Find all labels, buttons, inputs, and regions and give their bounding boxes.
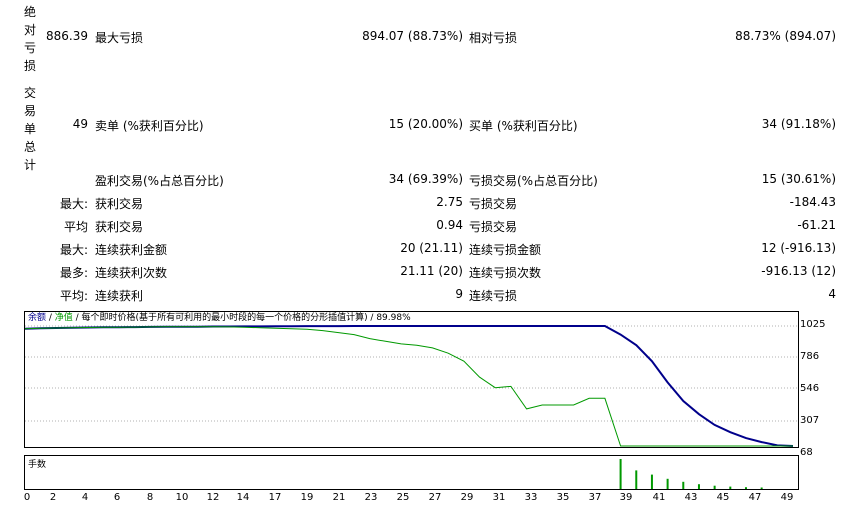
avg-consec-prefix: 平均:	[59, 289, 88, 303]
trades-section-label: 交易单总计	[23, 86, 36, 172]
x-tick-label: 43	[684, 492, 698, 503]
largest-loss-value: -184.43	[789, 195, 836, 209]
x-tick-label: 12	[206, 492, 220, 503]
balance-chart-frame	[24, 311, 799, 448]
y-tick-label: 1025	[800, 319, 826, 330]
long-positions-value: 34 (91.18%)	[761, 117, 836, 131]
drawdown-section-label: 绝对亏损	[23, 5, 36, 73]
largest-profit-value: 2.75	[436, 195, 463, 209]
x-tick-label: 31	[492, 492, 506, 503]
absolute-drawdown-value: 886.39	[46, 29, 88, 43]
total-trades-value: 49	[72, 117, 88, 131]
max-consec-losses-count-label: 连续亏损次数	[469, 266, 542, 280]
legend-description: / 每个即时价格(基于所有可利用的最小时段的每一个价格的分形插值计算) / 89…	[72, 313, 411, 323]
max-drawdown-value: 894.07 (88.73%)	[362, 29, 463, 43]
equity-line	[25, 326, 793, 447]
avg-consec-wins-value: 9	[455, 287, 463, 301]
x-tick-label: 17	[268, 492, 282, 503]
max-consec-wins-amount-label: 连续获利金额	[95, 243, 168, 257]
average-prefix: 平均	[63, 220, 88, 234]
average-profit-label: 获利交易	[95, 220, 144, 234]
relative-drawdown-label: 相对亏损	[469, 31, 518, 45]
max-drawdown-label: 最大亏损	[95, 31, 144, 45]
x-tick-label: 47	[748, 492, 762, 503]
profit-trades-label: 盈利交易(%占总百分比)	[95, 174, 224, 188]
legend-separator: /	[46, 313, 55, 323]
x-tick-label: 4	[81, 492, 89, 503]
volume-bar	[713, 485, 716, 489]
max-consec-wins-count-label: 连续获利次数	[95, 266, 168, 280]
y-tick-label: 786	[800, 351, 820, 362]
average-loss-value: -61.21	[797, 218, 836, 232]
volume-bar	[682, 481, 685, 489]
loss-trades-value: 15 (30.61%)	[761, 172, 836, 186]
loss-trades-label: 亏损交易(%占总百分比)	[469, 174, 598, 188]
volume-label: 手数	[28, 460, 47, 470]
max-consec-wins-count-value: 21.11 (20)	[400, 264, 463, 278]
x-tick-label: 14	[236, 492, 250, 503]
x-tick-label: 23	[364, 492, 378, 503]
x-tick-label: 41	[652, 492, 666, 503]
max-consec-losses-count-value: -916.13 (12)	[761, 264, 836, 278]
average-loss-label: 亏损交易	[469, 220, 518, 234]
chart-legend: 余额 / 净值 / 每个即时价格(基于所有可利用的最小时段的每一个价格的分形插值…	[28, 313, 411, 324]
relative-drawdown-value: 88.73% (894.07)	[735, 29, 836, 43]
average-profit-value: 0.94	[436, 218, 463, 232]
volume-bar	[635, 470, 638, 489]
x-tick-label: 37	[588, 492, 602, 503]
max-consec-count-prefix: 最多:	[59, 266, 88, 280]
x-tick-label: 2	[49, 492, 57, 503]
profit-trades-value: 34 (69.39%)	[388, 172, 463, 186]
x-tick-label: 19	[300, 492, 314, 503]
max-consec-amount-prefix: 最大:	[59, 243, 88, 257]
volume-bar	[729, 486, 732, 489]
x-tick-label: 35	[556, 492, 570, 503]
x-tick-label: 21	[332, 492, 346, 503]
legend-balance: 余额	[28, 313, 47, 323]
short-positions-label: 卖单 (%获利百分比)	[95, 119, 204, 133]
x-tick-label: 45	[716, 492, 730, 503]
balance-line	[25, 325, 794, 447]
volume-chart	[619, 459, 763, 489]
x-tick-label: 6	[113, 492, 121, 503]
x-tick-label: 10	[175, 492, 189, 503]
long-positions-label: 买单 (%获利百分比)	[469, 119, 578, 133]
volume-bar	[760, 487, 763, 489]
x-tick-label: 27	[428, 492, 442, 503]
max-consec-wins-amount-value: 20 (21.11)	[400, 241, 463, 255]
avg-consec-losses-value: 4	[828, 287, 836, 301]
x-tick-label: 33	[524, 492, 538, 503]
short-positions-value: 15 (20.00%)	[388, 117, 463, 131]
legend-equity: 净值	[54, 313, 73, 323]
y-tick-label: 307	[800, 415, 820, 426]
avg-consec-losses-label: 连续亏损	[469, 289, 518, 303]
largest-profit-label: 获利交易	[95, 197, 144, 211]
balance-equity-chart	[25, 325, 798, 447]
volume-bar	[697, 484, 700, 489]
largest-loss-label: 亏损交易	[469, 197, 518, 211]
x-tick-label: 0	[23, 492, 31, 503]
max-consec-losses-amount-value: 12 (-916.13)	[761, 241, 836, 255]
x-tick-label: 8	[146, 492, 154, 503]
volume-bar	[744, 487, 747, 489]
x-tick-label: 39	[619, 492, 633, 503]
volume-bar	[666, 478, 669, 489]
avg-consec-wins-label: 连续获利	[95, 289, 144, 303]
x-tick-label: 29	[460, 492, 474, 503]
volume-chart-frame	[24, 455, 799, 490]
y-tick-label: 68	[800, 447, 813, 458]
volume-bar	[619, 459, 622, 489]
y-tick-label: 546	[800, 383, 820, 394]
max-consec-losses-amount-label: 连续亏损金额	[469, 243, 542, 257]
volume-bar	[650, 474, 653, 489]
x-tick-label: 49	[780, 492, 794, 503]
largest-prefix: 最大:	[59, 197, 88, 211]
x-tick-label: 25	[396, 492, 410, 503]
